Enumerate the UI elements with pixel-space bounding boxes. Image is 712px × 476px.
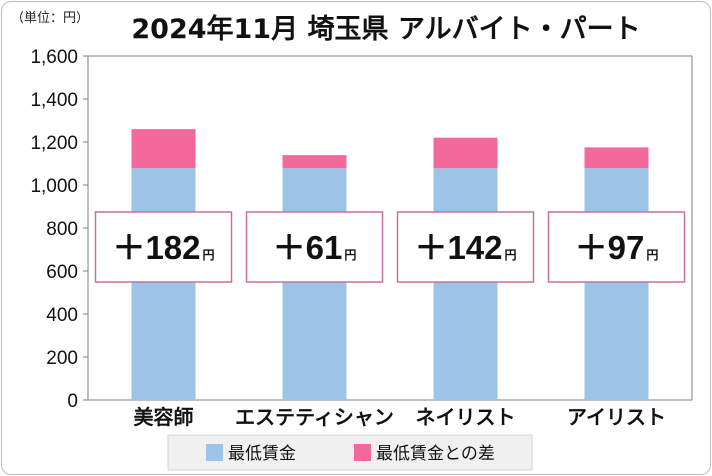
legend-swatch-min-wage [206, 444, 223, 461]
x-tick-label: ネイリスト [416, 405, 516, 429]
y-tick-label: 600 [46, 262, 78, 283]
y-tick-label: 400 [46, 305, 78, 326]
difference-label-text: ＋61 円 [273, 229, 357, 266]
unit-label: （単位：円） [11, 10, 89, 26]
difference-unit: 円 [344, 248, 356, 262]
bar-min-wage [433, 168, 498, 400]
bar-min-wage [131, 168, 196, 400]
difference-label-text: ＋142 円 [414, 229, 516, 266]
y-tick-label: 800 [46, 219, 78, 240]
y-tick-label: 1,000 [30, 176, 78, 197]
difference-label-box [94, 211, 233, 283]
legend-label-difference: 最低賃金との差 [376, 444, 495, 464]
bar-difference [433, 137, 498, 169]
difference-label-box [396, 211, 535, 283]
x-axis: 美容師 エステティシャン ネイリスト アイリスト [134, 405, 667, 429]
difference-labels: ＋182 円＋61 円＋142 円＋97 円 [94, 211, 686, 283]
difference-label: ＋97 円 [547, 211, 686, 283]
y-tick-label: 0 [67, 391, 78, 412]
bar-difference [131, 129, 196, 169]
y-tick-label: 1,400 [30, 90, 78, 111]
legend-label-min-wage: 最低賃金 [228, 444, 296, 464]
bar-min-wage [584, 168, 649, 400]
legend-box [167, 434, 533, 471]
difference-label: ＋61 円 [245, 211, 384, 283]
chart-title: 2024年11月 埼玉県 アルバイト・パート [131, 13, 640, 45]
difference-label-box [245, 211, 384, 283]
difference-unit: 円 [203, 248, 215, 262]
x-tick-label: エステティシャン [235, 405, 394, 429]
bar-difference [282, 155, 347, 169]
bar-min-wage [282, 168, 347, 400]
difference-unit: 円 [505, 248, 517, 262]
difference-value: 97 [608, 229, 645, 266]
y-axis: 0 200 400 600 800 1,000 1,200 1,400 1,600 [30, 47, 88, 412]
x-tick-label: アイリスト [567, 405, 666, 429]
difference-label: ＋182 円 [94, 211, 233, 283]
difference-value: 61 [306, 229, 343, 266]
bar-difference [584, 147, 649, 169]
legend: 最低賃金 最低賃金との差 [167, 434, 533, 471]
difference-sign: ＋ [112, 229, 145, 266]
difference-value: 182 [145, 229, 200, 266]
difference-sign: ＋ [414, 229, 447, 266]
legend-swatch-difference [354, 444, 371, 461]
difference-value: 142 [447, 229, 502, 266]
difference-label-text: ＋182 円 [112, 229, 214, 266]
difference-sign: ＋ [575, 229, 608, 266]
y-tick-label: 200 [46, 348, 78, 369]
difference-unit: 円 [646, 248, 658, 262]
difference-label: ＋142 円 [396, 211, 535, 283]
difference-label-box [547, 211, 686, 283]
difference-label-text: ＋97 円 [575, 229, 659, 266]
x-tick-label: 美容師 [134, 405, 194, 429]
bars [131, 129, 649, 400]
y-tick-label: 1,200 [30, 133, 78, 154]
difference-sign: ＋ [273, 229, 306, 266]
y-tick-label: 1,600 [30, 47, 78, 68]
